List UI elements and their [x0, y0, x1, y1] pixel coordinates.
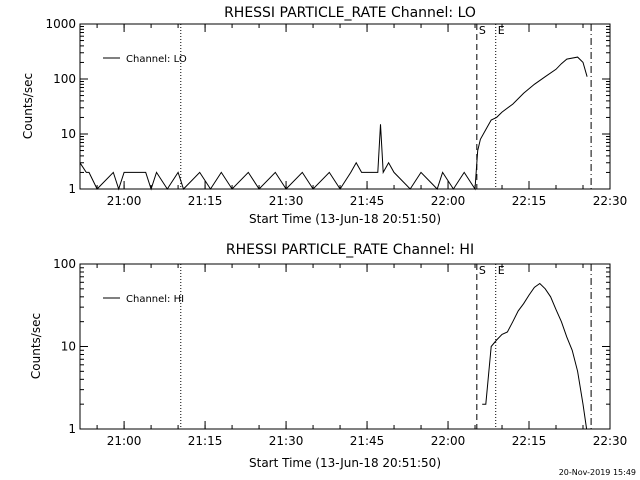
x-tick-label: 21:45: [350, 434, 385, 448]
chart-title: RHESSI PARTICLE_RATE Channel: HI: [226, 242, 474, 258]
event-marker-label: E: [498, 24, 505, 37]
y-tick-label: 10: [61, 340, 76, 354]
x-tick-label: 22:15: [512, 434, 547, 448]
x-tick-label: 22:30: [593, 194, 628, 208]
series-line: [79, 56, 588, 191]
x-tick-label: 21:00: [107, 194, 142, 208]
y-tick-label: 100: [53, 72, 76, 86]
x-tick-label: 22:00: [431, 194, 466, 208]
x-tick-label: 21:30: [269, 434, 304, 448]
y-tick-label: 100: [53, 257, 76, 271]
event-marker-label: S: [479, 24, 486, 37]
chart-title: RHESSI PARTICLE_RATE Channel: LO: [224, 5, 476, 21]
x-axis-label: Start Time (13-Jun-18 20:51:50): [249, 456, 441, 470]
x-tick-label: 21:45: [350, 194, 385, 208]
event-marker-label: S: [479, 264, 486, 277]
y-tick-label: 1: [68, 182, 76, 196]
x-axis-label: Start Time (13-Jun-18 20:51:50): [249, 212, 441, 226]
chart-panel-hi: RHESSI PARTICLE_RATE Channel: HI 21:00 21…: [29, 242, 627, 470]
y-tick-label: 10: [61, 127, 76, 141]
x-tick-label: 22:15: [512, 194, 547, 208]
series-lines: [79, 56, 588, 191]
series-lines: [482, 282, 588, 430]
plot-frame: [79, 23, 611, 190]
x-tick-label: 21:30: [269, 194, 304, 208]
x-tick-label: 21:15: [188, 434, 223, 448]
axis-ticks: 21:00 21:15 21:30 21:45 22:00 22:15 22:30 1 10 10…: [53, 257, 627, 448]
legend-label: Channel: LO: [126, 54, 187, 65]
legend-label: Channel: HI: [126, 294, 184, 305]
y-tick-label: 1: [68, 422, 76, 436]
x-tick-label: 21:15: [188, 194, 223, 208]
chart-panel-lo: RHESSI PARTICLE_RATE Channel: LO 21:00 21…: [21, 5, 627, 226]
axis-ticks: 21:00 21:15 21:30 21:45 22:00 22:15 22:30 1 10 10…: [45, 17, 627, 208]
x-tick-label: 22:30: [593, 434, 628, 448]
y-tick-label: 1000: [45, 17, 76, 31]
series-line: [482, 282, 588, 430]
y-axis-label: Counts/sec: [21, 73, 35, 139]
footer-timestamp: 20-Nov-2019 15:49: [559, 468, 636, 477]
x-tick-label: 21:00: [107, 434, 142, 448]
y-axis-label: Counts/sec: [29, 313, 43, 379]
x-tick-label: 22:00: [431, 434, 466, 448]
event-marker-label: E: [498, 264, 505, 277]
